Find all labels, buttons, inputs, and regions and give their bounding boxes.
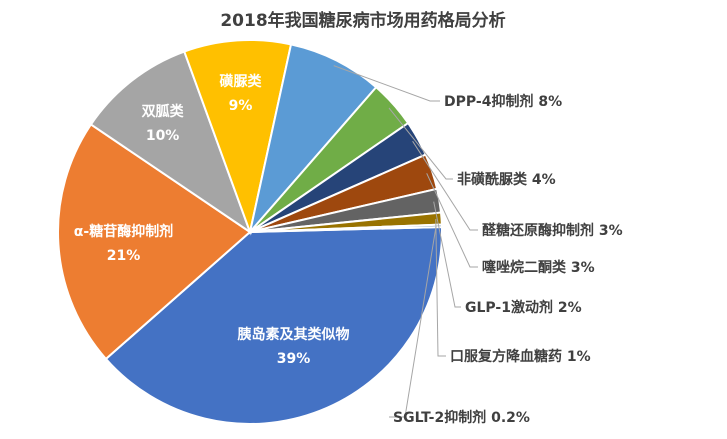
slice-1-label: 胰岛素及其类似物 <box>238 326 350 343</box>
slice-11-leader-line <box>389 225 437 418</box>
slice-10-label: 口服复方降血糖药 1% <box>450 348 591 365</box>
slice-6-leader-line <box>388 107 453 180</box>
slice-3-label: 双胍类 <box>142 103 185 120</box>
slice-8-label: 噻唑烷二酮类 3% <box>482 259 595 276</box>
slice-5-leader-line <box>333 65 440 102</box>
slice-9-leader-line <box>433 201 461 308</box>
slice-5-wedge[interactable] <box>249 43 378 233</box>
slice-4-value-label: 9% <box>229 98 253 114</box>
slice-3-wedge[interactable] <box>89 50 252 235</box>
slice-8-leader-line <box>426 173 478 268</box>
slice-10-leader-line <box>435 218 446 357</box>
slice-2-label: α-糖苷酶抑制剂 <box>74 223 173 240</box>
slice-11-label: SGLT-2抑制剂 0.2% <box>393 409 530 426</box>
slice-1-value-label: 39% <box>277 351 311 367</box>
slice-3-value-label: 10% <box>146 128 180 144</box>
slice-7-label: 醛糖还原酶抑制剂 3% <box>482 222 623 239</box>
slice-4-wedge[interactable] <box>183 39 293 236</box>
chart-title: 2018年我国糖尿病市场用药格局分析 <box>220 10 505 31</box>
slice-5-label: DPP-4抑制剂 8% <box>444 93 562 110</box>
slice-6-label: 非磺酰脲类 4% <box>457 171 556 188</box>
slice-9-label: GLP-1激动剂 2% <box>465 299 582 316</box>
slice-2-wedge[interactable] <box>56 123 252 361</box>
slice-2-value-label: 21% <box>107 248 141 264</box>
slice-7-leader-line <box>412 140 478 231</box>
slice-1-wedge[interactable] <box>104 225 443 425</box>
slice-11-wedge[interactable] <box>249 223 443 233</box>
slice-4-label: 磺脲类 <box>220 73 263 90</box>
